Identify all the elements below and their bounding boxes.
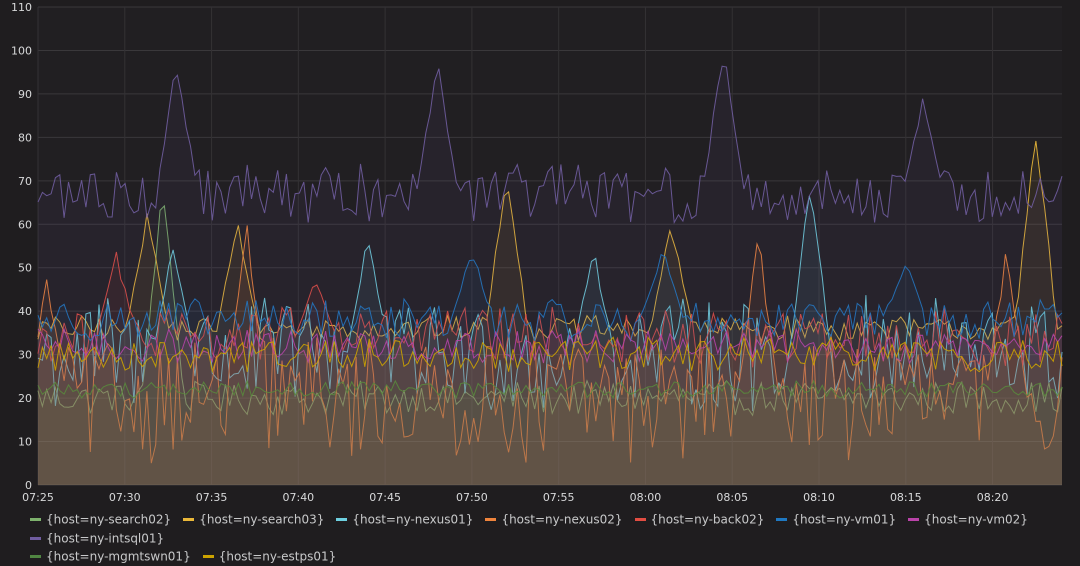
legend-label: {host=ny-estps01} xyxy=(218,549,337,564)
series-line xyxy=(37,379,1063,400)
legend-swatch xyxy=(485,518,497,521)
legend-item[interactable]: {host=ny-mgmtswn01} xyxy=(30,547,191,566)
series-area xyxy=(38,337,1062,485)
legend-label: {host=ny-vm01} xyxy=(792,512,897,527)
legend-item[interactable]: {host=ny-nexus01} xyxy=(336,510,473,529)
legend-label: {host=ny-nexus02} xyxy=(501,512,623,527)
y-tick-label: 70 xyxy=(18,175,32,188)
legend-item[interactable]: {host=ny-back02} xyxy=(634,510,765,529)
y-tick-label: 80 xyxy=(18,131,32,144)
legend-swatch xyxy=(776,518,788,521)
legend-swatch xyxy=(634,518,646,521)
series-area xyxy=(38,329,1062,485)
legend-label: {host=ny-nexus01} xyxy=(352,512,474,527)
legend-item[interactable]: {host=ny-estps01} xyxy=(202,547,337,566)
y-tick-label: 60 xyxy=(18,218,32,231)
x-tick-label: 07:45 xyxy=(369,491,401,504)
legend-swatch xyxy=(336,518,348,521)
series-line xyxy=(37,65,1063,225)
legend-label: {host=ny-search03} xyxy=(199,512,325,527)
y-tick-label: 30 xyxy=(18,349,32,362)
y-tick-label: 0 xyxy=(25,479,32,492)
legend-item[interactable]: {host=ny-search03} xyxy=(183,510,324,529)
time-series-chart: 0 10 20 30 40 50 60 70 80 90 100 110 07:25 07:30 07:35… xyxy=(11,1,1063,504)
series-line xyxy=(37,253,1063,343)
legend-label: {host=ny-vm02} xyxy=(924,512,1028,527)
series-area xyxy=(38,196,1062,485)
series-line xyxy=(37,335,1063,374)
x-tick-label: 07:35 xyxy=(196,491,228,504)
legend-swatch xyxy=(908,518,920,521)
legend-item[interactable]: {host=ny-vm01} xyxy=(776,510,896,529)
x-tick-label: 07:30 xyxy=(109,491,141,504)
y-tick-label: 90 xyxy=(18,88,32,101)
y-tick-label: 20 xyxy=(18,392,32,405)
y-tick-label: 10 xyxy=(18,436,32,449)
x-tick-label: 07:25 xyxy=(22,491,54,504)
y-tick-label: 40 xyxy=(18,305,32,318)
x-tick-label: 08:15 xyxy=(890,491,922,504)
legend-label: {host=ny-mgmtswn01} xyxy=(46,549,191,564)
x-tick-label: 07:55 xyxy=(543,491,575,504)
graph-panel: 0 10 20 30 40 50 60 70 80 90 100 110 07:25 07:30 07:35… xyxy=(11,1,1063,564)
legend-item[interactable]: {host=ny-vm02} xyxy=(908,510,1028,529)
legend-label: {host=ny-back02} xyxy=(650,512,765,527)
y-tick-label: 50 xyxy=(18,262,32,275)
series-area xyxy=(38,141,1062,485)
series-area xyxy=(38,66,1062,485)
series-area xyxy=(38,252,1062,485)
legend-item[interactable]: {host=ny-search02} xyxy=(30,510,171,529)
x-tick-label: 08:00 xyxy=(630,491,662,504)
legend-swatch xyxy=(183,518,195,521)
plot-background xyxy=(38,7,1062,485)
legend-item[interactable]: {host=ny-intsql01} xyxy=(30,529,164,548)
y-tick-label: 110 xyxy=(11,1,32,14)
legend: {host=ny-search02} {host=ny-search03} {hos… xyxy=(30,510,1070,566)
series-line xyxy=(37,204,1063,417)
x-tick-label: 07:50 xyxy=(456,491,488,504)
legend-swatch xyxy=(30,536,41,540)
legend-item[interactable]: {host=ny-nexus02} xyxy=(485,510,623,529)
series-line xyxy=(37,251,1063,368)
legend-swatch xyxy=(30,555,41,558)
legend-label: {host=ny-search02} xyxy=(46,512,172,527)
series-area xyxy=(38,205,1062,485)
series-line xyxy=(37,225,1063,464)
x-tick-label: 08:10 xyxy=(803,491,835,504)
legend-label: {host=ny-intsql01} xyxy=(46,531,165,545)
x-tick-label: 08:20 xyxy=(977,491,1009,504)
x-tick-label: 07:40 xyxy=(282,491,314,504)
legend-swatch xyxy=(30,518,41,521)
x-tick-label: 08:05 xyxy=(716,491,748,504)
series-area xyxy=(38,225,1062,485)
series-group xyxy=(37,65,1063,485)
y-tick-label: 100 xyxy=(11,44,32,57)
series-area xyxy=(38,380,1062,485)
series-area xyxy=(38,254,1062,485)
legend-swatch xyxy=(202,555,214,558)
